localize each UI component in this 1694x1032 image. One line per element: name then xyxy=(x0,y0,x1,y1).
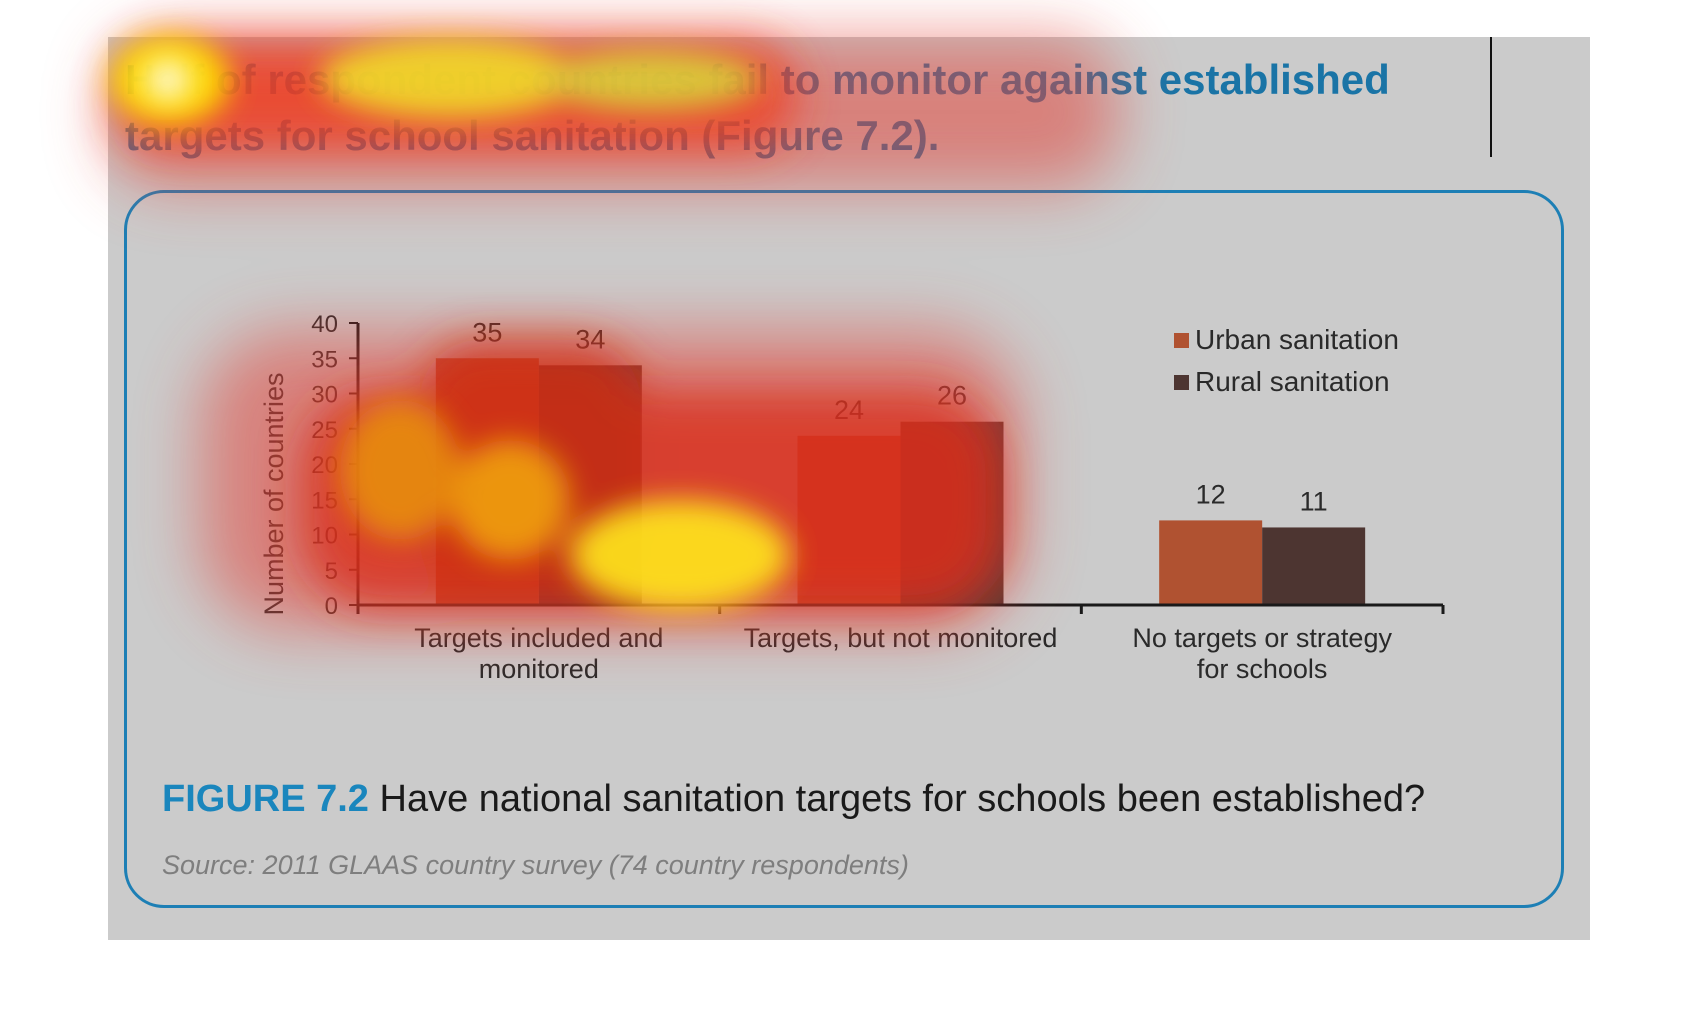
y-tick-label: 10 xyxy=(311,523,338,550)
x-tick-label: Targets, but not monitored xyxy=(744,623,1058,653)
figure-number: FIGURE 7.2 xyxy=(162,778,369,820)
y-tick-label: 0 xyxy=(325,593,338,620)
data-label: 26 xyxy=(937,381,967,411)
bar-rural xyxy=(900,421,1004,605)
y-axis-title: Number of countries xyxy=(259,372,289,615)
y-tick-label: 15 xyxy=(311,487,338,514)
source-note: Source: 2011 GLAAS country survey (74 co… xyxy=(162,850,909,880)
y-tick-label: 30 xyxy=(311,382,338,409)
legend-label: Rural sanitation xyxy=(1195,366,1390,397)
y-tick-label: 20 xyxy=(311,452,338,479)
x-tick-label: Targets included and monitored xyxy=(414,623,663,684)
x-tick-label: No targets or strategy for schools xyxy=(1132,623,1392,684)
figure-frame xyxy=(124,190,1564,908)
bar-urban xyxy=(435,358,539,605)
data-label: 12 xyxy=(1196,479,1226,509)
y-tick-label: 40 xyxy=(311,311,338,338)
legend-swatch xyxy=(1174,333,1189,348)
bar-rural xyxy=(1262,527,1366,605)
data-label: 35 xyxy=(472,317,502,347)
data-label: 11 xyxy=(1300,486,1328,516)
legend-swatch xyxy=(1174,375,1189,390)
bar-urban xyxy=(1159,520,1263,605)
data-label: 24 xyxy=(834,395,864,425)
data-label: 34 xyxy=(575,324,605,354)
figure-caption: FIGURE 7.2 Have national sanitation targ… xyxy=(162,778,1425,821)
category-labels: Targets included and monitored Targets, bu… xyxy=(414,623,1392,684)
y-tick-label: 5 xyxy=(325,558,338,585)
legend-label: Urban sanitation xyxy=(1195,324,1399,355)
y-tick-label: 35 xyxy=(311,346,338,373)
figure-caption-text: Have national sanitation targets for sch… xyxy=(368,778,1426,820)
text-cursor xyxy=(1490,37,1492,157)
y-tick-label: 25 xyxy=(311,417,338,444)
y-axis-ticks: 0 5 10 15 20 25 30 35 40 xyxy=(311,311,358,620)
bar-urban xyxy=(797,435,901,605)
bar-rural xyxy=(538,365,642,605)
legend: Urban sanitation Rural sanitation xyxy=(1174,324,1399,397)
